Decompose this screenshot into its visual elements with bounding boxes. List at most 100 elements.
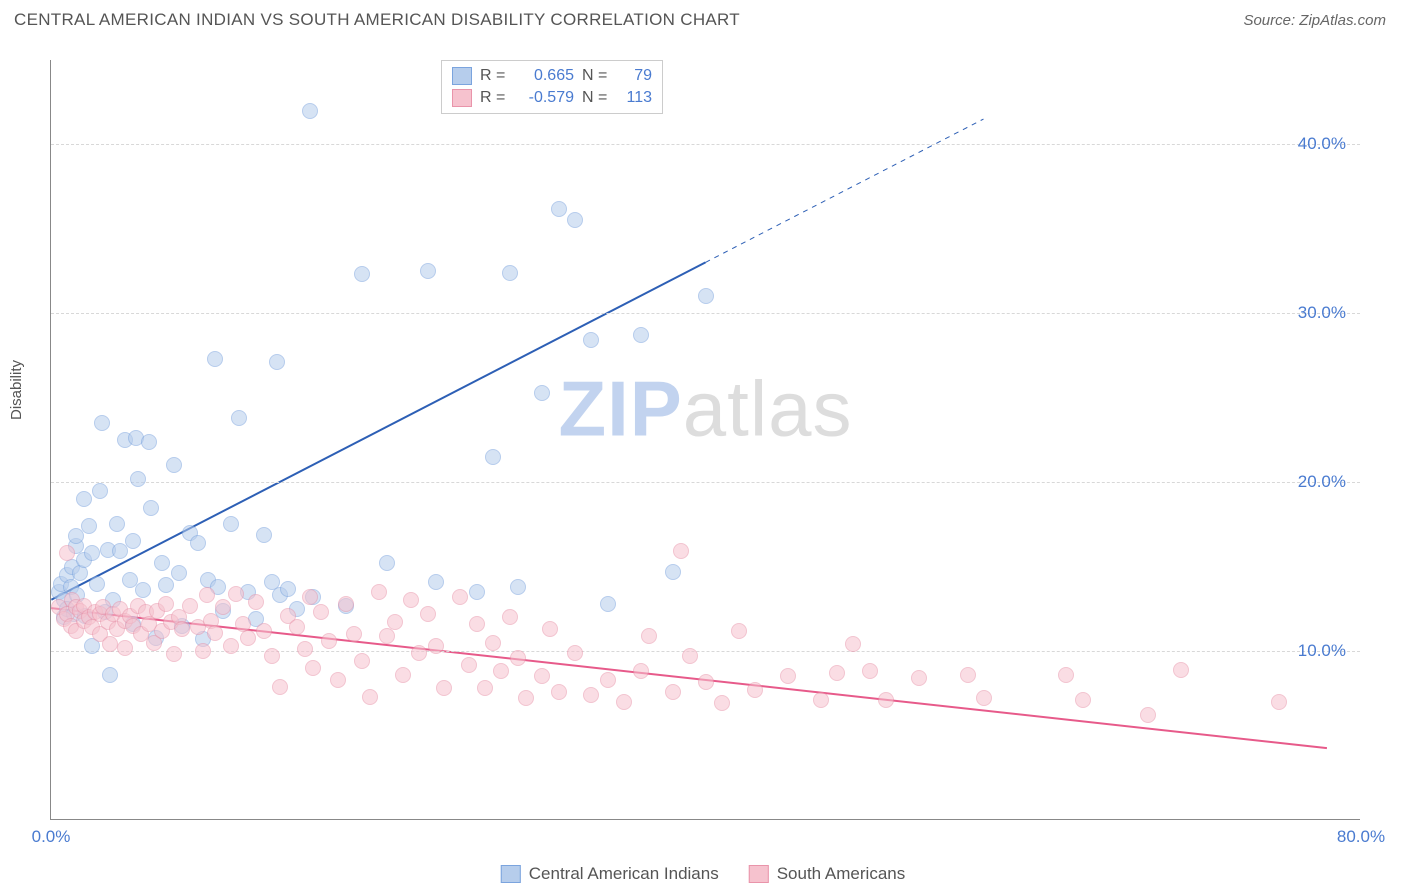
data-point bbox=[321, 633, 337, 649]
data-point bbox=[682, 648, 698, 664]
data-point bbox=[59, 545, 75, 561]
gridline-h bbox=[51, 144, 1360, 145]
stat-n-value: 113 bbox=[616, 89, 652, 107]
data-point bbox=[102, 636, 118, 652]
y-tick-label: 10.0% bbox=[1298, 641, 1346, 661]
data-point bbox=[502, 609, 518, 625]
source-attribution: Source: ZipAtlas.com bbox=[1243, 12, 1386, 29]
data-point bbox=[1058, 667, 1074, 683]
stat-r-label: R = bbox=[480, 67, 506, 85]
gridline-h bbox=[51, 313, 1360, 314]
data-point bbox=[289, 619, 305, 635]
data-point bbox=[780, 668, 796, 684]
data-point bbox=[551, 684, 567, 700]
data-point bbox=[665, 564, 681, 580]
data-point bbox=[567, 645, 583, 661]
data-point bbox=[493, 663, 509, 679]
data-point bbox=[215, 599, 231, 615]
stat-r-label: R = bbox=[480, 89, 506, 107]
data-point bbox=[502, 265, 518, 281]
gridline-h bbox=[51, 482, 1360, 483]
x-tick-label: 0.0% bbox=[32, 827, 71, 847]
data-point bbox=[231, 410, 247, 426]
y-tick-label: 30.0% bbox=[1298, 303, 1346, 323]
data-point bbox=[171, 565, 187, 581]
data-point bbox=[280, 581, 296, 597]
data-point bbox=[583, 332, 599, 348]
data-point bbox=[256, 527, 272, 543]
data-point bbox=[354, 653, 370, 669]
data-point bbox=[302, 589, 318, 605]
data-point bbox=[141, 434, 157, 450]
data-point bbox=[878, 692, 894, 708]
data-point bbox=[199, 587, 215, 603]
data-point bbox=[461, 657, 477, 673]
data-point bbox=[452, 589, 468, 605]
data-point bbox=[81, 518, 97, 534]
data-point bbox=[583, 687, 599, 703]
data-point bbox=[633, 663, 649, 679]
stat-n-label: N = bbox=[582, 67, 608, 85]
data-point bbox=[305, 660, 321, 676]
data-point bbox=[297, 641, 313, 657]
data-point bbox=[403, 592, 419, 608]
data-point bbox=[92, 483, 108, 499]
data-point bbox=[207, 625, 223, 641]
data-point bbox=[862, 663, 878, 679]
stat-r-value: 0.665 bbox=[514, 67, 574, 85]
data-point bbox=[428, 574, 444, 590]
data-point bbox=[190, 535, 206, 551]
stat-row: R = 0.665 N = 79 bbox=[452, 65, 652, 87]
data-point bbox=[207, 351, 223, 367]
chart-legend: Central American IndiansSouth Americans bbox=[501, 864, 905, 884]
legend-swatch bbox=[749, 865, 769, 883]
data-point bbox=[371, 584, 387, 600]
data-point bbox=[72, 565, 88, 581]
data-point bbox=[362, 689, 378, 705]
data-point bbox=[534, 385, 550, 401]
data-point bbox=[1271, 694, 1287, 710]
data-point bbox=[911, 670, 927, 686]
watermark: ZIPatlas bbox=[558, 364, 852, 455]
stat-n-label: N = bbox=[582, 89, 608, 107]
data-point bbox=[379, 628, 395, 644]
data-point bbox=[84, 545, 100, 561]
data-point bbox=[302, 103, 318, 119]
data-point bbox=[542, 621, 558, 637]
chart-header: CENTRAL AMERICAN INDIAN VS SOUTH AMERICA… bbox=[0, 0, 1406, 36]
data-point bbox=[102, 667, 118, 683]
data-point bbox=[714, 695, 730, 711]
data-point bbox=[731, 623, 747, 639]
data-point bbox=[420, 263, 436, 279]
data-point bbox=[485, 449, 501, 465]
stat-swatch bbox=[452, 67, 472, 85]
data-point bbox=[379, 555, 395, 571]
data-point bbox=[135, 582, 151, 598]
data-point bbox=[477, 680, 493, 696]
data-point bbox=[195, 643, 211, 659]
data-point bbox=[395, 667, 411, 683]
stat-n-value: 79 bbox=[616, 67, 652, 85]
legend-label: South Americans bbox=[777, 864, 906, 884]
y-tick-label: 40.0% bbox=[1298, 134, 1346, 154]
data-point bbox=[354, 266, 370, 282]
plot-area: ZIPatlas R =0.665N =79R =-0.579N =113 10… bbox=[50, 60, 1360, 820]
data-point bbox=[698, 674, 714, 690]
gridline-h bbox=[51, 651, 1360, 652]
data-point bbox=[338, 596, 354, 612]
data-point bbox=[240, 630, 256, 646]
data-point bbox=[256, 623, 272, 639]
data-point bbox=[510, 650, 526, 666]
data-point bbox=[600, 596, 616, 612]
data-point bbox=[228, 586, 244, 602]
chart-title: CENTRAL AMERICAN INDIAN VS SOUTH AMERICA… bbox=[14, 10, 740, 30]
data-point bbox=[117, 640, 133, 656]
data-point bbox=[143, 500, 159, 516]
data-point bbox=[510, 579, 526, 595]
data-point bbox=[1075, 692, 1091, 708]
data-point bbox=[346, 626, 362, 642]
data-point bbox=[94, 415, 110, 431]
watermark-zip: ZIP bbox=[558, 365, 682, 453]
data-point bbox=[485, 635, 501, 651]
data-point bbox=[1140, 707, 1156, 723]
